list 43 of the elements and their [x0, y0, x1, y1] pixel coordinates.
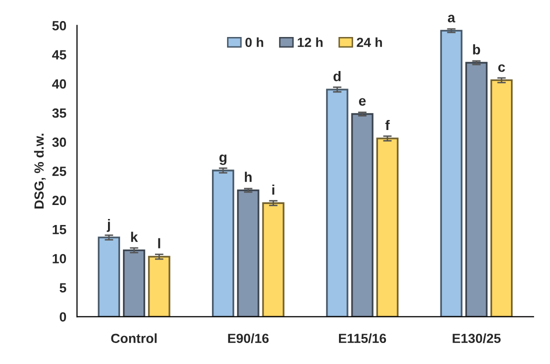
x-tick-label: Control	[111, 333, 157, 344]
bar	[465, 62, 488, 317]
bar	[351, 113, 374, 317]
data-label: k	[131, 232, 138, 242]
y-tick-label: 20	[52, 196, 66, 206]
data-label: d	[334, 71, 341, 82]
y-tick-label: 45	[52, 50, 66, 60]
data-label: c	[498, 64, 505, 72]
x-tick-label: E90/16	[228, 333, 269, 344]
legend-label: 12 h	[298, 37, 323, 47]
bar	[326, 88, 348, 317]
x-tick-label: E130/25	[452, 333, 501, 344]
bar	[262, 202, 284, 317]
y-tick-label: 15	[52, 225, 66, 234]
y-tick-label: 5	[60, 283, 66, 292]
data-label: i	[272, 184, 274, 195]
data-label: j	[106, 218, 110, 232]
bar	[237, 189, 260, 317]
data-label: f	[385, 120, 390, 130]
bar	[98, 236, 120, 317]
legend-label: 24 h	[356, 37, 382, 47]
x-tick-label: E115/16	[338, 333, 386, 344]
data-label: h	[244, 172, 252, 182]
data-label: a	[448, 14, 456, 22]
bar	[148, 256, 170, 317]
y-axis-title: DSG, % d.w.	[34, 134, 46, 208]
y-tick-label: 25	[52, 166, 66, 176]
y-tick-label: 30	[52, 138, 66, 147]
bar	[490, 79, 513, 317]
y-tick-label: 40	[52, 79, 66, 89]
data-label: e	[358, 98, 366, 106]
data-label: b	[473, 44, 480, 54]
bar	[122, 249, 146, 317]
data-label: g	[219, 154, 226, 165]
y-tick-label: 35	[52, 108, 66, 118]
y-tick-label: 0	[60, 312, 66, 322]
data-label: l	[158, 238, 160, 248]
y-tick-label: 10	[52, 254, 66, 264]
bar	[440, 30, 462, 317]
bar	[376, 138, 399, 317]
legend-label: 0 h	[245, 37, 264, 48]
bar	[212, 170, 234, 317]
y-tick-label: 50	[52, 21, 66, 30]
